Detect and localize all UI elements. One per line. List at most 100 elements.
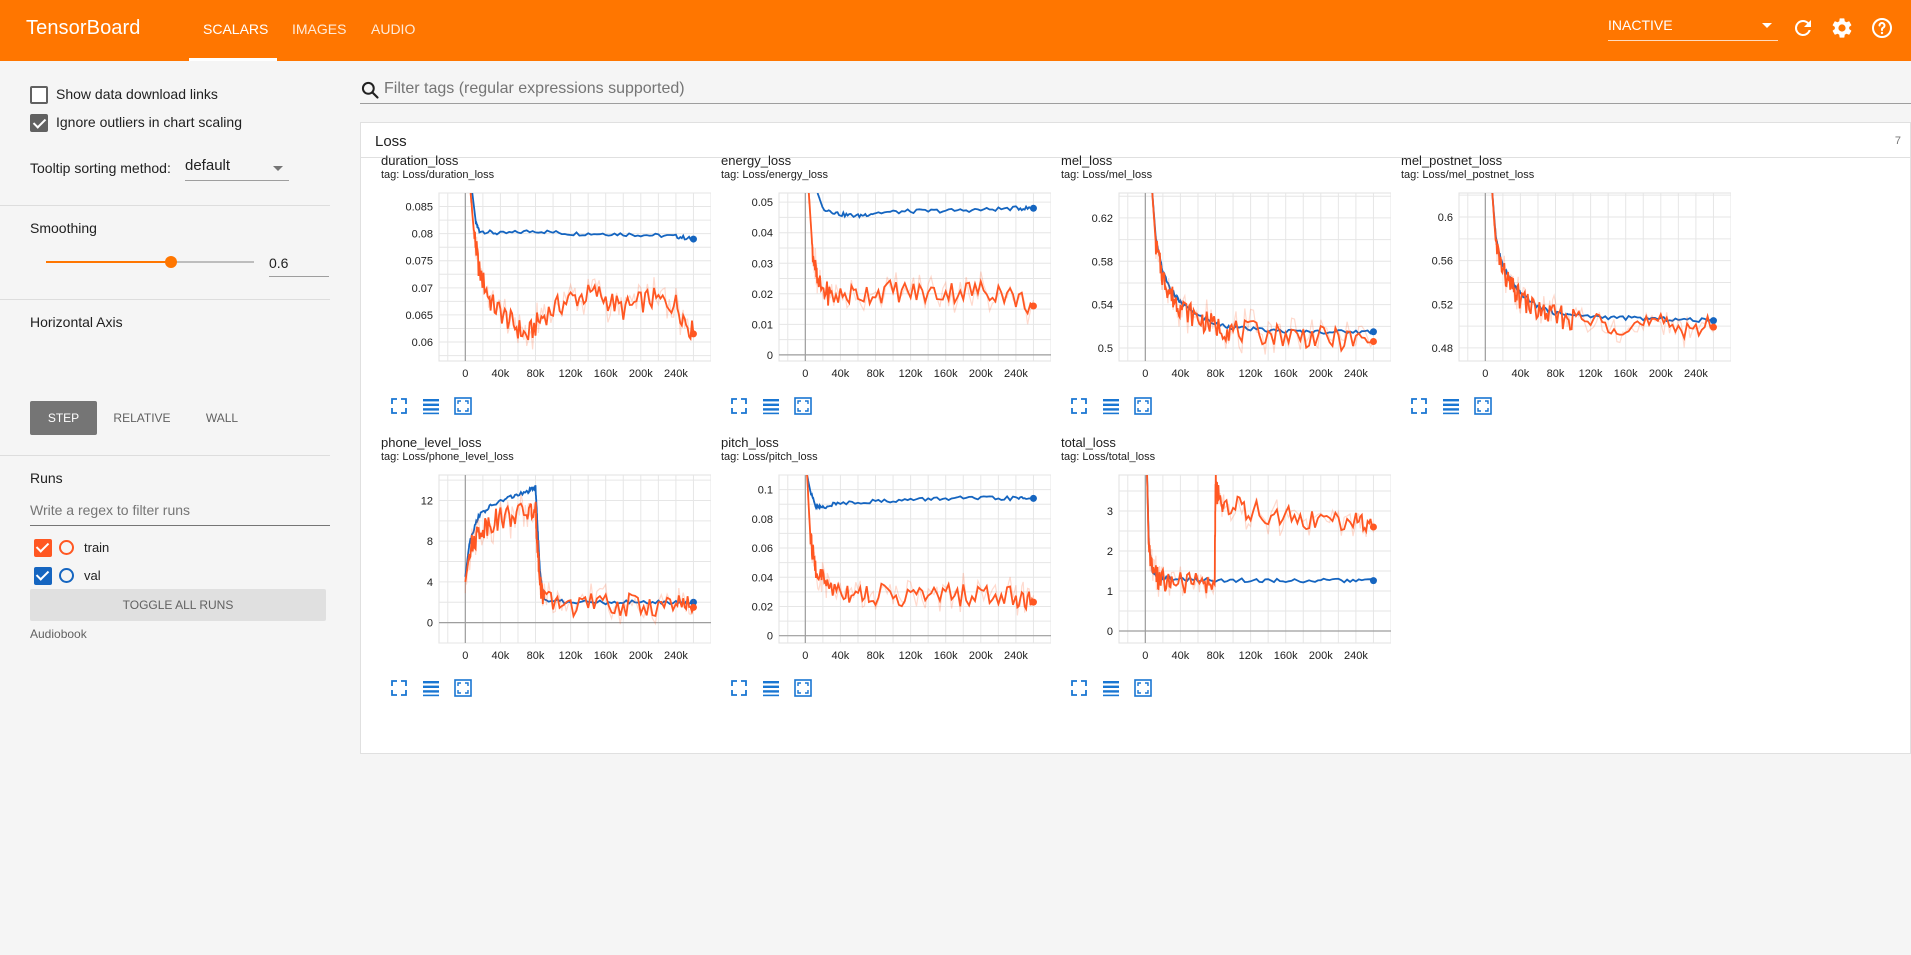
horizontal-axis-label: Horizontal Axis — [30, 314, 123, 330]
runs-filter-input[interactable]: Write a regex to filter runs — [30, 502, 330, 526]
smoothing-label: Smoothing — [30, 220, 97, 236]
chart-title: energy_loss — [721, 153, 792, 168]
data-table-icon[interactable] — [421, 678, 441, 698]
y-tick-label: 12 — [421, 495, 433, 507]
y-tick-label: 0.01 — [752, 319, 773, 331]
x-tick-label: 0 — [1142, 368, 1148, 380]
fit-domain-icon[interactable] — [1133, 396, 1153, 416]
chart-card: duration_loss tag: Loss/duration_loss 0 40k… — [381, 153, 721, 433]
run-train-color-dot[interactable] — [59, 540, 74, 555]
fit-domain-icon[interactable] — [793, 678, 813, 698]
category-title: Loss — [375, 133, 407, 150]
top-app-bar: TensorBoard SCALARS IMAGES AUDIO INACTIV… — [0, 0, 1911, 61]
expand-icon[interactable] — [389, 678, 409, 698]
y-tick-label: 0.62 — [1092, 213, 1113, 225]
x-tick-label: 0 — [462, 368, 468, 380]
series-val — [1151, 193, 1374, 335]
run-train-label: train — [84, 540, 110, 555]
series-line — [807, 193, 1035, 316]
series-line — [464, 501, 695, 619]
x-tick-label: 40k — [832, 368, 850, 380]
tab-audio[interactable]: AUDIO — [371, 21, 416, 37]
category-header[interactable]: Loss 7 — [361, 123, 1910, 158]
show-download-links-checkbox[interactable] — [30, 86, 48, 104]
sidebar: Show data download links Ignore outliers… — [0, 61, 330, 955]
series-end-point — [1369, 523, 1377, 531]
expand-icon[interactable] — [729, 396, 749, 416]
x-tick-label: 200k — [629, 368, 653, 380]
x-tick-label: 200k — [1309, 368, 1333, 380]
tab-scalars[interactable]: SCALARS — [203, 21, 269, 37]
series-end-point — [1029, 598, 1037, 606]
tag-filter-input[interactable]: Filter tags (regular expressions support… — [360, 76, 1911, 104]
ignore-outliers-checkbox[interactable] — [30, 114, 48, 132]
data-table-icon[interactable] — [1101, 678, 1121, 698]
axis-wall-button[interactable]: WALL — [205, 411, 239, 425]
x-tick-label: 0 — [1142, 650, 1148, 662]
run-train-checkbox[interactable] — [34, 539, 52, 557]
series-raw-line — [808, 193, 1035, 325]
y-tick-label: 0 — [1107, 626, 1113, 638]
y-tick-label: 0.02 — [752, 601, 773, 613]
y-tick-label: 0.06 — [752, 543, 773, 555]
data-table-icon[interactable] — [421, 396, 441, 416]
search-icon — [361, 81, 379, 99]
data-table-icon[interactable] — [761, 678, 781, 698]
fit-domain-icon[interactable] — [1473, 396, 1493, 416]
chart-card: energy_loss tag: Loss/energy_loss 0 40k 80k 1… — [721, 153, 1061, 433]
fit-domain-icon[interactable] — [793, 396, 813, 416]
series-val — [806, 475, 1034, 511]
series-train — [464, 494, 695, 626]
gear-icon[interactable] — [1830, 16, 1854, 40]
line-chart: 0 40k 80k 120k 160k 200k 240k 0.48 0.52 0.56 0.6 — [1432, 192, 1731, 380]
tab-images[interactable]: IMAGES — [292, 21, 347, 37]
smoothing-input[interactable]: 0.6 — [269, 253, 329, 277]
y-tick-label: 0.05 — [752, 197, 773, 209]
smoothing-slider-thumb[interactable] — [164, 256, 177, 268]
expand-icon[interactable] — [729, 678, 749, 698]
smoothing-slider[interactable] — [46, 256, 254, 268]
chart-tag: tag: Loss/phone_level_loss — [381, 451, 514, 463]
run-val-checkbox[interactable] — [34, 567, 52, 585]
chart-tag: tag: Loss/pitch_loss — [721, 451, 818, 463]
expand-icon[interactable] — [389, 396, 409, 416]
run-val-label: val — [84, 568, 101, 583]
chart-card: mel_loss tag: Loss/mel_loss 0 40k 80k 120k 160… — [1061, 153, 1401, 433]
toggle-all-runs-button[interactable]: TOGGLE ALL RUNS — [30, 589, 326, 621]
data-table-icon[interactable] — [761, 396, 781, 416]
y-tick-label: 8 — [427, 536, 433, 548]
y-tick-label: 0.065 — [405, 310, 433, 322]
x-tick-label: 160k — [1274, 368, 1298, 380]
series-line — [1146, 475, 1374, 594]
plugin-status-value: INACTIVE — [1608, 17, 1673, 33]
tooltip-sorting-select[interactable]: default — [185, 157, 289, 181]
help-icon[interactable] — [1870, 16, 1894, 40]
x-tick-label: 80k — [1207, 368, 1225, 380]
tooltip-sorting-value: default — [185, 157, 231, 174]
run-val-color-dot[interactable] — [59, 568, 74, 583]
fit-domain-icon[interactable] — [1133, 678, 1153, 698]
expand-icon[interactable] — [1069, 678, 1089, 698]
x-tick-label: 200k — [969, 368, 993, 380]
expand-icon[interactable] — [1069, 396, 1089, 416]
refresh-icon[interactable] — [1791, 16, 1815, 40]
series-line — [471, 193, 694, 241]
series-line — [1151, 193, 1374, 353]
fit-domain-icon[interactable] — [453, 678, 473, 698]
series-train — [1146, 475, 1375, 599]
x-tick-label: 200k — [969, 650, 993, 662]
axis-step-button[interactable]: STEP — [30, 401, 97, 435]
fit-domain-icon[interactable] — [453, 396, 473, 416]
series-end-point — [1029, 204, 1037, 212]
series-raw-line — [1151, 198, 1374, 355]
series-train — [1151, 193, 1374, 355]
x-tick-label: 40k — [1172, 368, 1190, 380]
plugin-status-select[interactable]: INACTIVE — [1608, 17, 1778, 41]
data-table-icon[interactable] — [1441, 396, 1461, 416]
series-train — [469, 193, 695, 350]
axis-relative-button[interactable]: RELATIVE — [113, 411, 171, 425]
x-tick-label: 80k — [867, 650, 885, 662]
data-table-icon[interactable] — [1101, 396, 1121, 416]
series-train — [807, 193, 1035, 325]
expand-icon[interactable] — [1409, 396, 1429, 416]
